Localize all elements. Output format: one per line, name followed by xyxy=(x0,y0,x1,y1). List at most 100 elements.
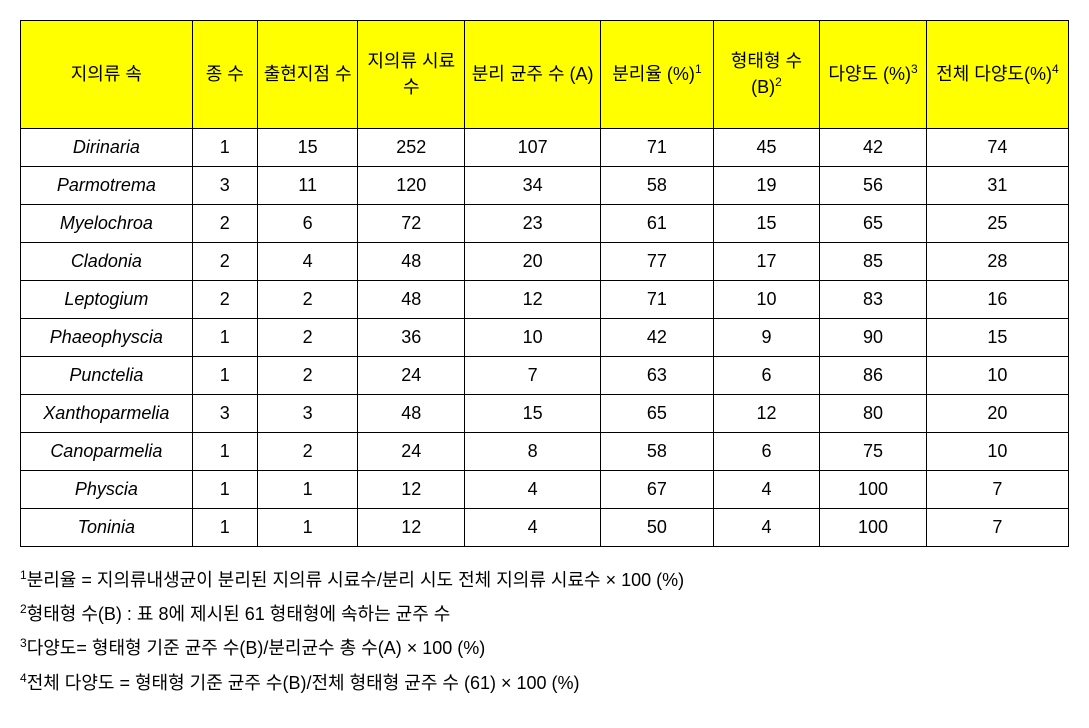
cell-totaldiv: 10 xyxy=(926,433,1068,471)
cell-genus: Toninia xyxy=(21,509,193,547)
cell-isolation: 58 xyxy=(601,433,713,471)
cell-totaldiv: 10 xyxy=(926,357,1068,395)
table-row: Leptogium22481271108316 xyxy=(21,281,1069,319)
cell-strains: 12 xyxy=(465,281,601,319)
cell-genus: Canoparmelia xyxy=(21,433,193,471)
cell-genus: Myelochroa xyxy=(21,205,193,243)
cell-diversity: 80 xyxy=(820,395,927,433)
cell-species: 1 xyxy=(192,433,257,471)
cell-sites: 1 xyxy=(257,509,358,547)
cell-sites: 2 xyxy=(257,433,358,471)
footnote-4-text: 전체 다양도 = 형태형 기준 균주 수(B)/전체 형태형 균주 수 (61)… xyxy=(27,673,580,693)
cell-diversity: 85 xyxy=(820,243,927,281)
cell-strains: 4 xyxy=(465,471,601,509)
cell-samples: 120 xyxy=(358,167,465,205)
cell-sites: 4 xyxy=(257,243,358,281)
footnote-4: 4전체 다양도 = 형태형 기준 균주 수(B)/전체 형태형 균주 수 (61… xyxy=(20,666,1069,700)
cell-species: 2 xyxy=(192,205,257,243)
header-totaldiv: 전체 다양도(%)4 xyxy=(926,21,1068,129)
cell-isolation: 65 xyxy=(601,395,713,433)
cell-sites: 2 xyxy=(257,357,358,395)
header-isolation: 분리율 (%)1 xyxy=(601,21,713,129)
footnote-1: 1분리율 = 지의류내생균이 분리된 지의류 시료수/분리 시도 전체 지의류 … xyxy=(20,563,1069,597)
cell-species: 1 xyxy=(192,471,257,509)
header-morphotype: 형태형 수(B)2 xyxy=(713,21,820,129)
cell-totaldiv: 25 xyxy=(926,205,1068,243)
header-samples: 지의류 시료 수 xyxy=(358,21,465,129)
header-diversity-sup: 3 xyxy=(911,62,918,76)
cell-genus: Physcia xyxy=(21,471,193,509)
cell-sites: 1 xyxy=(257,471,358,509)
cell-samples: 24 xyxy=(358,357,465,395)
cell-strains: 34 xyxy=(465,167,601,205)
cell-samples: 12 xyxy=(358,471,465,509)
header-genus: 지의류 속 xyxy=(21,21,193,129)
table-row: Myelochroa26722361156525 xyxy=(21,205,1069,243)
cell-genus: Punctelia xyxy=(21,357,193,395)
cell-genus: Xanthoparmelia xyxy=(21,395,193,433)
cell-totaldiv: 15 xyxy=(926,319,1068,357)
cell-strains: 15 xyxy=(465,395,601,433)
cell-samples: 24 xyxy=(358,433,465,471)
cell-sites: 15 xyxy=(257,129,358,167)
footnote-1-sup: 1 xyxy=(20,568,27,582)
cell-genus: Leptogium xyxy=(21,281,193,319)
table-row: Punctelia122476368610 xyxy=(21,357,1069,395)
header-totaldiv-sup: 4 xyxy=(1052,62,1059,76)
cell-strains: 23 xyxy=(465,205,601,243)
cell-totaldiv: 7 xyxy=(926,471,1068,509)
cell-isolation: 67 xyxy=(601,471,713,509)
cell-totaldiv: 74 xyxy=(926,129,1068,167)
cell-samples: 12 xyxy=(358,509,465,547)
cell-diversity: 42 xyxy=(820,129,927,167)
cell-totaldiv: 7 xyxy=(926,509,1068,547)
table-row: Cladonia24482077178528 xyxy=(21,243,1069,281)
cell-isolation: 42 xyxy=(601,319,713,357)
footnote-2: 2형태형 수(B) : 표 8에 제시된 61 형태형에 속하는 균주 수 xyxy=(20,597,1069,631)
cell-totaldiv: 31 xyxy=(926,167,1068,205)
cell-strains: 7 xyxy=(465,357,601,395)
table-row: Parmotrema3111203458195631 xyxy=(21,167,1069,205)
cell-morphotype: 4 xyxy=(713,509,820,547)
cell-sites: 2 xyxy=(257,319,358,357)
header-diversity: 다양도 (%)3 xyxy=(820,21,927,129)
cell-strains: 4 xyxy=(465,509,601,547)
cell-strains: 10 xyxy=(465,319,601,357)
cell-sites: 2 xyxy=(257,281,358,319)
cell-totaldiv: 20 xyxy=(926,395,1068,433)
header-isolation-text: 분리율 (%) xyxy=(612,64,695,84)
cell-samples: 72 xyxy=(358,205,465,243)
cell-species: 2 xyxy=(192,243,257,281)
cell-isolation: 71 xyxy=(601,281,713,319)
footnote-2-sup: 2 xyxy=(20,602,27,616)
cell-strains: 8 xyxy=(465,433,601,471)
cell-species: 1 xyxy=(192,509,257,547)
table-row: Xanthoparmelia33481565128020 xyxy=(21,395,1069,433)
footnote-3-text: 다양도= 형태형 기준 균주 수(B)/분리균수 총 수(A) × 100 (%… xyxy=(27,638,486,658)
cell-morphotype: 6 xyxy=(713,433,820,471)
lichen-data-table: 지의류 속 종 수 출현지점 수 지의류 시료 수 분리 균주 수 (A) 분리… xyxy=(20,20,1069,547)
cell-diversity: 86 xyxy=(820,357,927,395)
cell-diversity: 56 xyxy=(820,167,927,205)
cell-morphotype: 45 xyxy=(713,129,820,167)
cell-diversity: 100 xyxy=(820,471,927,509)
cell-isolation: 61 xyxy=(601,205,713,243)
cell-morphotype: 12 xyxy=(713,395,820,433)
cell-species: 1 xyxy=(192,319,257,357)
cell-strains: 107 xyxy=(465,129,601,167)
cell-genus: Parmotrema xyxy=(21,167,193,205)
footnotes: 1분리율 = 지의류내생균이 분리된 지의류 시료수/분리 시도 전체 지의류 … xyxy=(20,563,1069,700)
table-row: Dirinaria11525210771454274 xyxy=(21,129,1069,167)
table-row: Canoparmelia122485867510 xyxy=(21,433,1069,471)
cell-isolation: 63 xyxy=(601,357,713,395)
cell-diversity: 75 xyxy=(820,433,927,471)
cell-samples: 252 xyxy=(358,129,465,167)
cell-morphotype: 15 xyxy=(713,205,820,243)
table-header: 지의류 속 종 수 출현지점 수 지의류 시료 수 분리 균주 수 (A) 분리… xyxy=(21,21,1069,129)
cell-samples: 48 xyxy=(358,281,465,319)
header-morphotype-text: 형태형 수(B) xyxy=(731,51,802,97)
cell-strains: 20 xyxy=(465,243,601,281)
cell-diversity: 83 xyxy=(820,281,927,319)
cell-isolation: 58 xyxy=(601,167,713,205)
table-row: Physcia111246741007 xyxy=(21,471,1069,509)
